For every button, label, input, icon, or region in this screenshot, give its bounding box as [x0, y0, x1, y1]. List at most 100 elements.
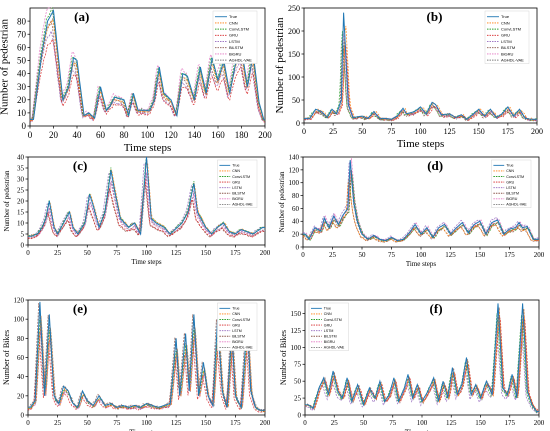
series-group: [29, 6, 266, 123]
legend-label: AGHDL-VAE: [506, 203, 527, 207]
x-tick-label: 25: [54, 419, 62, 427]
y-tick-label: 10: [17, 219, 25, 227]
y-tick-label: 20: [17, 197, 25, 205]
x-tick-label: 160: [211, 130, 225, 140]
legend-label: BiLSTM: [229, 45, 243, 50]
series-line-bigru: [302, 158, 540, 242]
legend-label: AGHDL-VAE: [232, 346, 253, 350]
series-line-true: [305, 303, 539, 413]
y-tick-label: 50: [17, 56, 27, 66]
series-line-aghdl-vae: [27, 173, 266, 239]
x-tick-label: 25: [329, 127, 337, 136]
y-tick-label: 250: [288, 4, 300, 13]
y-tick-label: 0: [21, 241, 25, 249]
x-tick-label: 150: [201, 419, 212, 427]
legend-label: LSTM: [229, 39, 240, 44]
x-tick-label: 40: [73, 130, 83, 140]
x-tick-label: 175: [230, 249, 241, 257]
y-tick-label: 15: [17, 208, 25, 216]
x-tick-label: 200: [258, 130, 272, 140]
series-line-cnn: [302, 179, 540, 243]
x-tick-label: 125: [446, 419, 457, 427]
x-tick-label: 200: [531, 127, 543, 136]
x-axis-label: Time steps: [124, 142, 172, 154]
x-tick-label: 200: [534, 419, 545, 427]
x-tick-label: 0: [302, 127, 306, 136]
x-tick-label: 200: [534, 251, 545, 259]
legend-label: BiLSTM: [501, 45, 515, 50]
legend-label: AGHDL-VAE: [229, 58, 252, 63]
y-tick-label: 60: [17, 354, 25, 362]
legend-box: [217, 159, 258, 208]
y-tick-label: 0: [296, 119, 300, 128]
y-axis-label: Number of pedestrian: [278, 171, 286, 233]
legend-label: ConvLSTM: [232, 175, 250, 179]
series-line-convlstm: [302, 171, 540, 243]
x-tick-label: 175: [230, 419, 241, 427]
x-tick-label: 60: [96, 130, 106, 140]
legend-label: BiGRU: [232, 197, 244, 201]
panel-f: 0 25 50 75 100 125 150 175 200 0 25 50 75 100 125 150 Ti…: [279, 299, 545, 431]
x-tick-label: 0: [28, 130, 33, 140]
panel-b: 0 25 50 75 100 125 150 175 200 0 50 100 150 200 250 Tim…: [274, 4, 543, 150]
legend-label: LSTM: [232, 186, 242, 190]
y-tick-label: 75: [294, 361, 302, 369]
y-tick-label: 80: [17, 16, 27, 26]
legend-label: CNN: [324, 312, 332, 316]
panel-label: (b): [427, 9, 443, 24]
legend-label: BiLSTM: [232, 335, 245, 339]
legend-label: AGHDL-VAE: [501, 58, 524, 63]
legend-label: LSTM: [324, 329, 334, 333]
y-tick-label: 40: [292, 218, 300, 226]
y-tick-label: 35: [17, 164, 25, 172]
x-tick-label: 25: [331, 419, 339, 427]
legend-label: GRU: [506, 180, 514, 184]
x-tick-label: 125: [171, 419, 182, 427]
x-tick-label: 125: [444, 127, 456, 136]
panel-d: 0 25 50 75 100 125 150 175 200 0 20 40 60 80 100 120 140…: [278, 153, 545, 268]
series-line-true: [28, 156, 265, 237]
x-tick-label: 20: [49, 130, 59, 140]
series-line-gru: [27, 178, 266, 240]
y-tick-label: 0: [296, 243, 300, 251]
y-tick-label: 100: [289, 179, 300, 187]
series-line-convlstm: [304, 313, 540, 413]
x-tick-label: 125: [171, 249, 182, 257]
x-tick-label: 100: [415, 127, 427, 136]
x-tick-label: 150: [473, 127, 485, 136]
series-group: [27, 301, 266, 414]
x-tick-label: 100: [141, 419, 152, 427]
series-line-cnn: [30, 19, 266, 121]
x-tick-label: 180: [235, 130, 249, 140]
legend-label: ConvLSTM: [501, 27, 521, 32]
panel-label: (d): [427, 158, 443, 173]
x-tick-label: 150: [475, 251, 486, 259]
x-tick-label: 200: [260, 249, 271, 257]
legend-label: BiGRU: [229, 51, 242, 56]
y-tick-label: 25: [17, 186, 25, 194]
x-axis-label: Time steps: [129, 428, 164, 431]
y-tick-label: 120: [289, 166, 300, 174]
x-tick-label: 140: [188, 130, 202, 140]
y-tick-label: 125: [291, 327, 302, 335]
legend-label: LSTM: [506, 186, 516, 190]
x-tick-label: 75: [388, 251, 396, 259]
legend-label: GRU: [324, 323, 332, 327]
x-tick-label: 150: [201, 249, 212, 257]
legend-label: LSTM: [501, 39, 512, 44]
legend-box: [484, 10, 530, 64]
panel-c: 0 25 50 75 100 125 150 175 200 0 5 10 15 20 25 30 35 40 Ti…: [3, 153, 271, 266]
legend-label: CNN: [229, 20, 238, 25]
y-tick-label: 80: [292, 192, 300, 200]
x-tick-label: 150: [475, 419, 486, 427]
legend-label: ConvLSTM: [506, 175, 524, 179]
y-axis-label: Number of Bikes: [2, 330, 11, 385]
series-line-gru: [29, 38, 266, 123]
y-tick-label: 10: [17, 108, 27, 118]
legend-label: BiGRU: [506, 197, 518, 201]
y-tick-label: 0: [21, 411, 25, 419]
x-tick-label: 50: [360, 419, 368, 427]
y-tick-label: 200: [288, 27, 300, 36]
